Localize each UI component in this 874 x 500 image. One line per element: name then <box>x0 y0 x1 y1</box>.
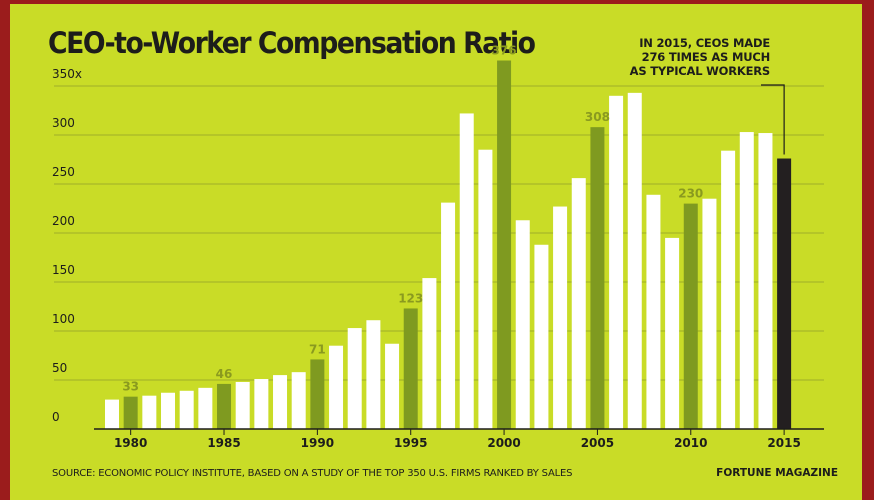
bar <box>702 198 717 429</box>
callout-line-2: 276 TIMES AS MUCH <box>641 50 771 64</box>
bar <box>310 359 325 429</box>
bar <box>235 381 250 429</box>
bar <box>459 113 474 429</box>
data-label: 33 <box>122 380 139 394</box>
y-tick-label: 50 <box>52 361 67 375</box>
bar <box>758 133 773 430</box>
bar <box>291 372 306 429</box>
publisher-credit: FORTUNE MAGAZINE <box>716 467 838 479</box>
bar <box>347 328 362 429</box>
bar <box>254 379 269 429</box>
y-tick-label: 250 <box>52 165 75 179</box>
y-tick-label: 0 <box>52 410 60 424</box>
bar <box>683 203 698 429</box>
data-label: 376 <box>492 44 517 58</box>
bar <box>179 390 194 429</box>
bar <box>553 206 568 429</box>
x-tick-label: 2000 <box>487 436 520 450</box>
callout-line-3: AS TYPICAL WORKERS <box>629 64 771 78</box>
bar <box>515 220 530 429</box>
bar <box>441 202 456 429</box>
chart-title: CEO-to-Worker Compensation Ratio <box>48 26 536 60</box>
bar <box>403 308 418 429</box>
y-tick-label: 150 <box>52 263 75 277</box>
bar <box>142 395 157 429</box>
x-tick-label: 1995 <box>394 436 427 450</box>
data-label: 46 <box>216 367 233 381</box>
bar <box>534 244 549 429</box>
bar <box>497 60 512 430</box>
bar <box>590 127 605 429</box>
bar <box>571 178 586 429</box>
y-tick-label: 100 <box>52 312 75 326</box>
bar <box>217 383 232 429</box>
data-label: 230 <box>678 187 703 201</box>
bar <box>422 278 437 429</box>
x-tick-label: 2010 <box>674 436 707 450</box>
x-tick-label: 1980 <box>114 436 147 450</box>
bar <box>123 396 138 429</box>
data-label: 308 <box>585 110 610 124</box>
bar <box>198 387 213 429</box>
bar <box>478 149 493 429</box>
bar <box>161 392 176 429</box>
data-label: 71 <box>309 342 326 356</box>
x-tick-label: 1990 <box>301 436 334 450</box>
bar <box>366 320 381 429</box>
callout-leader-line <box>761 84 785 155</box>
bar <box>609 95 624 430</box>
source-note: SOURCE: ECONOMIC POLICY INSTITUTE, BASED… <box>52 468 573 479</box>
bar <box>105 399 119 429</box>
y-tick-label: 350x <box>52 67 82 81</box>
x-tick-label: 1985 <box>207 436 240 450</box>
x-tick-label: 2005 <box>581 436 614 450</box>
bar <box>329 345 344 429</box>
bar <box>627 92 642 430</box>
bar <box>385 343 400 429</box>
bar <box>665 237 680 429</box>
y-tick-label: 300 <box>52 116 75 130</box>
data-label: 123 <box>398 291 423 305</box>
annotation-callout: IN 2015, CEOS MADE 276 TIMES AS MUCH AS … <box>570 36 771 78</box>
callout-line-1: IN 2015, CEOS MADE <box>639 36 770 50</box>
bar <box>739 132 754 429</box>
x-tick-label: 2015 <box>767 436 800 450</box>
bar <box>273 375 288 429</box>
bar <box>777 158 792 429</box>
bar <box>646 194 661 429</box>
bar <box>721 150 736 429</box>
y-tick-label: 200 <box>52 214 75 228</box>
